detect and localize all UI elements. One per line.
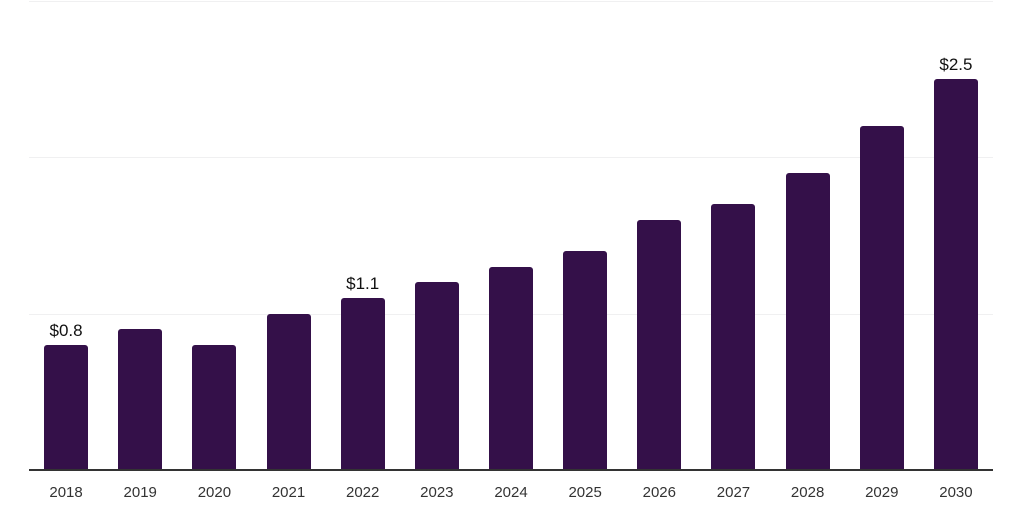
bar-value-label: $2.5 bbox=[939, 55, 973, 75]
gridline bbox=[29, 1, 993, 2]
x-tick-label: 2030 bbox=[939, 484, 973, 501]
x-tick-label: 2027 bbox=[716, 484, 751, 501]
x-tick-label: 2026 bbox=[642, 484, 676, 501]
bar-value-label: $1.1 bbox=[346, 274, 380, 294]
x-tick-label: 2021 bbox=[271, 484, 306, 501]
x-tick-label: 2025 bbox=[568, 484, 602, 501]
bar-2020 bbox=[192, 344, 237, 470]
bar-2021 bbox=[266, 313, 311, 470]
bar-2029 bbox=[859, 126, 904, 470]
bar-2027 bbox=[711, 204, 756, 470]
x-tick-label: 2020 bbox=[197, 484, 232, 501]
x-tick-label: 2019 bbox=[123, 484, 157, 501]
bar-value-label: $0.8 bbox=[49, 320, 83, 340]
x-tick-label: 2029 bbox=[865, 484, 899, 501]
bar-2030 bbox=[933, 79, 978, 470]
bar-2028 bbox=[785, 172, 830, 470]
bar-2019 bbox=[118, 329, 163, 470]
bar-2018 bbox=[44, 344, 89, 470]
gridline bbox=[29, 157, 993, 159]
x-tick-label: 2024 bbox=[494, 484, 528, 501]
x-tick-label: 2028 bbox=[790, 484, 825, 501]
bar-2022 bbox=[340, 298, 385, 470]
bar-2024 bbox=[489, 266, 533, 470]
bar-2023 bbox=[414, 282, 459, 470]
x-tick-label: 2018 bbox=[49, 484, 83, 501]
bar-2025 bbox=[563, 251, 608, 470]
x-tick-label: 2022 bbox=[346, 484, 380, 501]
bar-2026 bbox=[637, 219, 682, 470]
x-axis-line bbox=[29, 469, 993, 471]
x-tick-label: 2023 bbox=[420, 484, 454, 501]
